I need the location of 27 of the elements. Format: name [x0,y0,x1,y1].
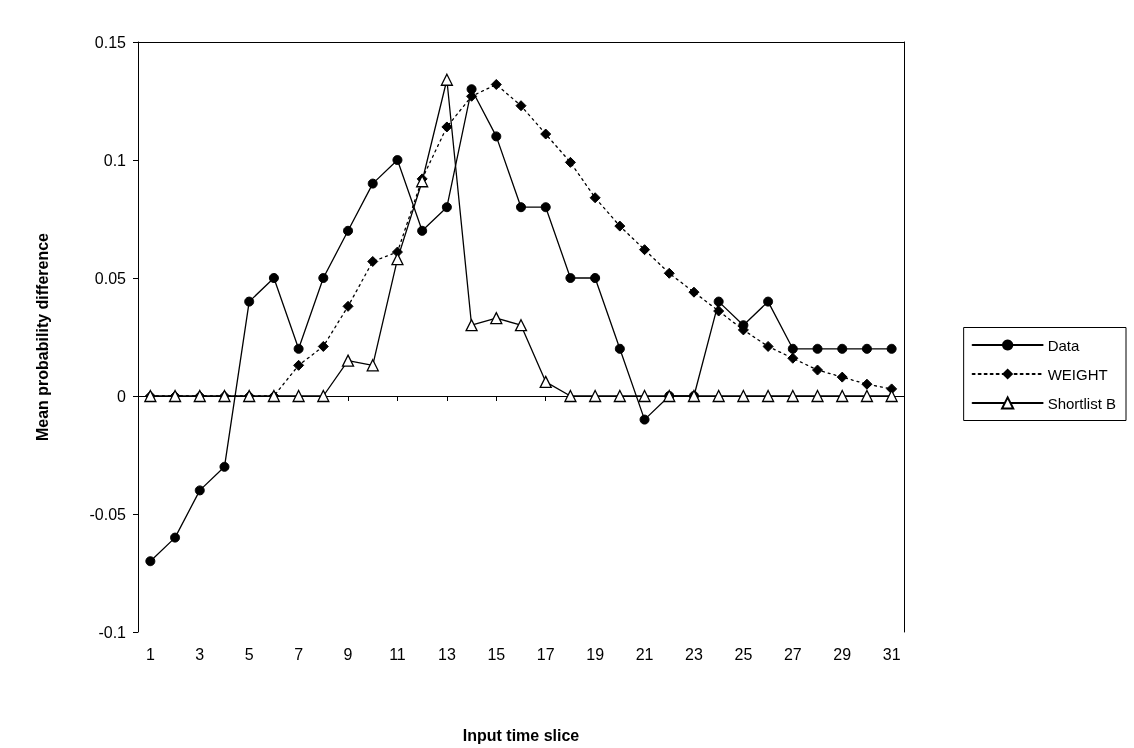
y-tick-label: 0.1 [103,151,127,169]
y-tick-label: -0.1 [98,623,127,641]
y-tick-label: -0.05 [89,505,127,523]
x-tick-label: 9 [343,645,353,663]
x-tick-label: 11 [389,645,406,663]
x-tick-label: 7 [294,645,304,663]
x-tick-label: 23 [685,645,703,663]
legend-label: Data [1047,336,1080,354]
y-tick-label: 0.15 [94,33,127,51]
x-tick-label: 13 [437,645,456,663]
x-tick-label: 1 [145,645,155,663]
x-tick-label: 21 [635,645,654,663]
y-tick-label: 0.05 [94,269,127,287]
x-tick-label: 25 [734,645,753,663]
x-tick-label: 27 [783,645,802,663]
x-tick-label: 3 [195,645,205,663]
legend-label: Shortlist B [1047,394,1116,412]
y-tick-label: 0 [117,387,127,405]
x-tick-label: 19 [586,645,605,663]
y-axis-title: Mean probability difference [33,232,51,442]
legend-label: WEIGHT [1047,365,1108,383]
x-axis-title: Input time slice [462,726,580,744]
x-tick-label: 15 [487,645,506,663]
x-tick-label: 31 [882,645,901,663]
x-tick-label: 17 [536,645,555,663]
x-tick-label: 5 [244,645,254,663]
x-tick-label: 29 [833,645,852,663]
